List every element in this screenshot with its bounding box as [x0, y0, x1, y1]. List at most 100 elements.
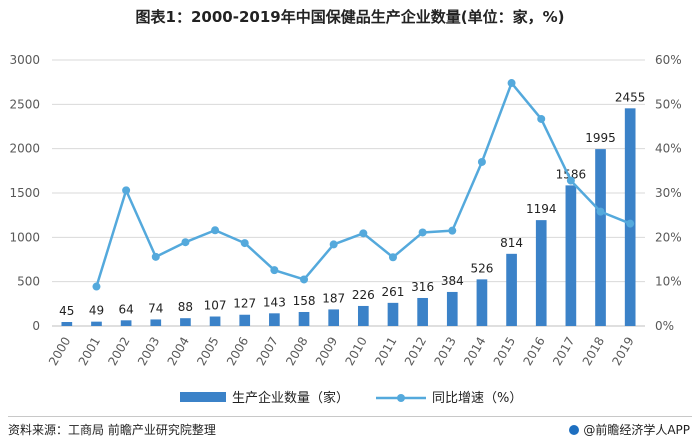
- growth-point: [300, 275, 309, 284]
- brand-mark: @前瞻经济学人APP: [569, 421, 690, 438]
- bar-value-label: 526: [470, 261, 493, 275]
- x-tick-label: 2007: [254, 335, 281, 368]
- bar-value-label: 143: [263, 295, 286, 309]
- bar-value-label: 127: [233, 297, 256, 311]
- bar-value-label: 2455: [615, 90, 646, 104]
- growth-point: [181, 238, 190, 247]
- bar: [476, 279, 488, 326]
- growth-point: [151, 252, 160, 261]
- bar: [506, 253, 517, 326]
- bar: [239, 314, 251, 326]
- bar: [269, 313, 280, 326]
- bar: [209, 316, 221, 326]
- growth-point: [270, 266, 279, 275]
- y-left-tick-label: 2500: [9, 97, 40, 111]
- y-left-tick-label: 3000: [9, 53, 40, 67]
- bar-value-label: 814: [500, 236, 523, 250]
- x-tick-label: 2016: [520, 335, 547, 368]
- bar: [298, 311, 310, 326]
- bar-value-label: 384: [441, 274, 464, 288]
- brand-label: @前瞻经济学人APP: [583, 423, 690, 437]
- y-left-tick-label: 2000: [9, 142, 40, 156]
- bar-value-label: 187: [322, 291, 345, 305]
- legend-line-marker: [397, 394, 405, 402]
- x-tick-label: 2004: [165, 335, 192, 368]
- growth-point: [122, 186, 131, 195]
- bar: [180, 318, 191, 326]
- growth-point: [507, 79, 516, 88]
- growth-point: [240, 239, 249, 248]
- x-tick-label: 2013: [431, 335, 458, 368]
- x-tick-label: 2002: [105, 335, 132, 368]
- growth-line: [95, 81, 631, 287]
- x-tick-label: 2018: [580, 335, 607, 368]
- y-left-tick-label: 1000: [9, 230, 40, 244]
- y-right-tick-label: 20%: [655, 230, 682, 244]
- growth-point: [418, 228, 427, 237]
- bar-value-label: 88: [178, 300, 193, 314]
- growth-point: [329, 240, 338, 249]
- growth-point: [626, 219, 635, 228]
- bar-value-label: 1194: [526, 202, 557, 216]
- source-note: 资料来源：工商局 前瞻产业研究院整理: [8, 423, 216, 437]
- bar-value-label: 316: [411, 280, 434, 294]
- bar: [417, 297, 428, 326]
- bar: [624, 108, 636, 326]
- legend-bar-swatch: [180, 392, 226, 402]
- legend-line-label: 同比增速（%）: [432, 391, 522, 406]
- x-tick-label: 2017: [550, 335, 577, 368]
- growth-point: [477, 157, 486, 166]
- bar-value-label: 261: [382, 285, 405, 299]
- bar-value-label: 45: [59, 304, 74, 318]
- y-right-tick-label: 50%: [655, 97, 682, 111]
- x-tick-label: 2015: [491, 335, 518, 368]
- growth-point: [92, 282, 101, 291]
- growth-point: [359, 229, 368, 238]
- bar: [535, 220, 547, 326]
- bar: [61, 322, 73, 326]
- growth-point: [566, 176, 575, 185]
- y-left-tick-label: 1500: [9, 186, 40, 200]
- bar: [565, 185, 577, 326]
- bar-value-label: 1995: [585, 131, 616, 145]
- bar-value-label: 158: [293, 294, 316, 308]
- y-left-tick-label: 0: [32, 319, 40, 333]
- growth-point: [211, 226, 220, 235]
- y-right-tick-label: 0%: [655, 319, 674, 333]
- footer-divider: [8, 416, 692, 417]
- legend-bar-label: 生产企业数量（家）: [232, 390, 349, 406]
- chart-title: 图表1：2000-2019年中国保健品生产企业数量(单位：家，%): [135, 8, 565, 26]
- x-tick-label: 2014: [461, 335, 488, 368]
- bar: [91, 321, 102, 326]
- x-tick-label: 2000: [46, 335, 73, 368]
- x-tick-label: 2009: [313, 335, 340, 368]
- x-tick-label: 2019: [609, 335, 636, 368]
- x-tick-label: 2010: [343, 335, 370, 368]
- y-right-tick-label: 10%: [655, 275, 682, 289]
- brand-logo-icon: [569, 425, 580, 435]
- bar-value-label: 64: [118, 302, 133, 316]
- y-left-tick-label: 500: [17, 275, 40, 289]
- y-right-tick-label: 30%: [655, 186, 682, 200]
- bar: [357, 305, 369, 326]
- bar: [120, 320, 132, 326]
- bar-value-label: 107: [204, 299, 227, 313]
- bar-value-label: 226: [352, 288, 375, 302]
- x-tick-label: 2001: [76, 335, 103, 368]
- growth-point: [537, 114, 546, 123]
- growth-point: [596, 207, 605, 216]
- x-tick-label: 2011: [372, 335, 399, 368]
- bar: [446, 291, 458, 326]
- growth-point: [448, 226, 457, 235]
- x-tick-label: 2003: [135, 335, 162, 368]
- y-right-tick-label: 40%: [655, 142, 682, 156]
- bar-value-label: 74: [148, 301, 163, 315]
- growth-point: [388, 253, 397, 262]
- bar: [328, 309, 340, 326]
- x-tick-label: 2008: [283, 335, 310, 368]
- bar-value-label: 49: [89, 304, 104, 318]
- y-right-tick-label: 60%: [655, 53, 682, 67]
- x-tick-label: 2006: [224, 335, 251, 368]
- bar: [595, 149, 606, 326]
